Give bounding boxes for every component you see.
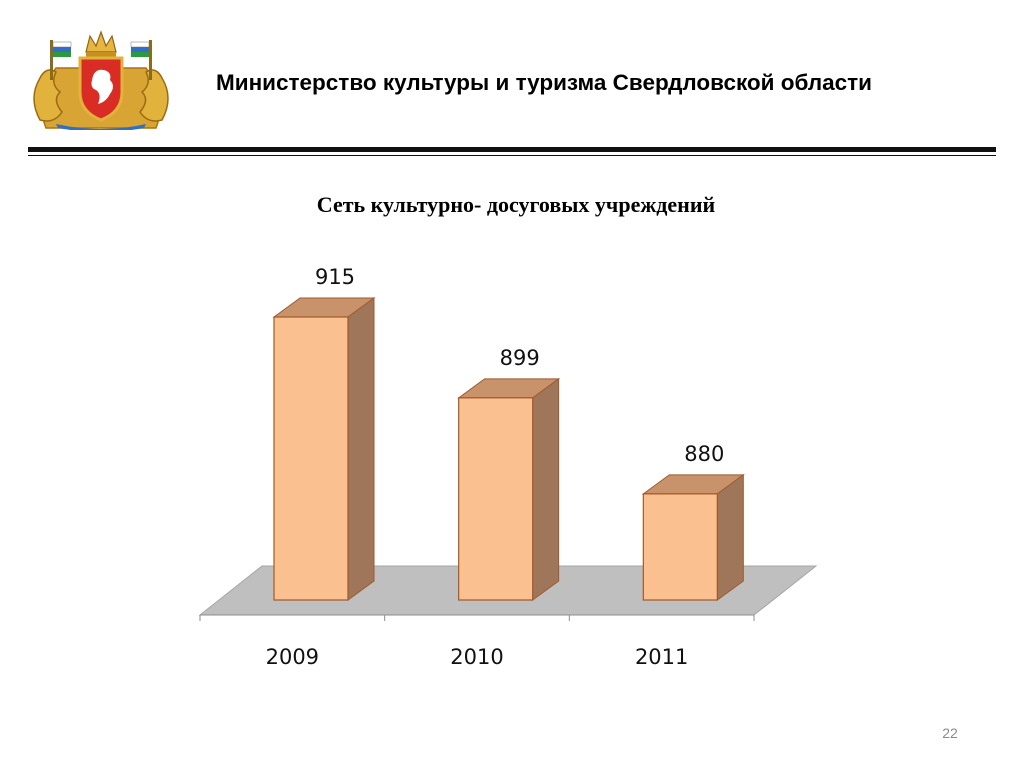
header-divider-thin [28, 155, 996, 156]
page-number: 22 [942, 725, 958, 741]
coat-of-arms-icon [33, 30, 169, 130]
bar-side-face [532, 377, 560, 601]
bar-front-face [458, 397, 534, 601]
data-label: 880 [684, 442, 724, 466]
data-label: 915 [315, 265, 355, 289]
bar-front-face [273, 316, 349, 601]
bar-side-face [347, 297, 375, 601]
organization-title: Министерство культуры и туризма Свердлов… [216, 70, 873, 95]
header-divider [28, 147, 996, 152]
x-tick-label: 2011 [635, 645, 688, 669]
bar-2009 [272, 297, 376, 601]
x-tick-label: 2009 [266, 645, 319, 669]
bar-front-face [642, 493, 718, 601]
bar-side-face [716, 473, 744, 601]
bar-2011 [641, 473, 745, 601]
data-label: 899 [500, 346, 540, 370]
x-tick-label: 2010 [450, 645, 503, 669]
bar-2010 [457, 377, 561, 601]
chart-title: Сеть культурно- досуговых учреждений [316, 192, 716, 217]
